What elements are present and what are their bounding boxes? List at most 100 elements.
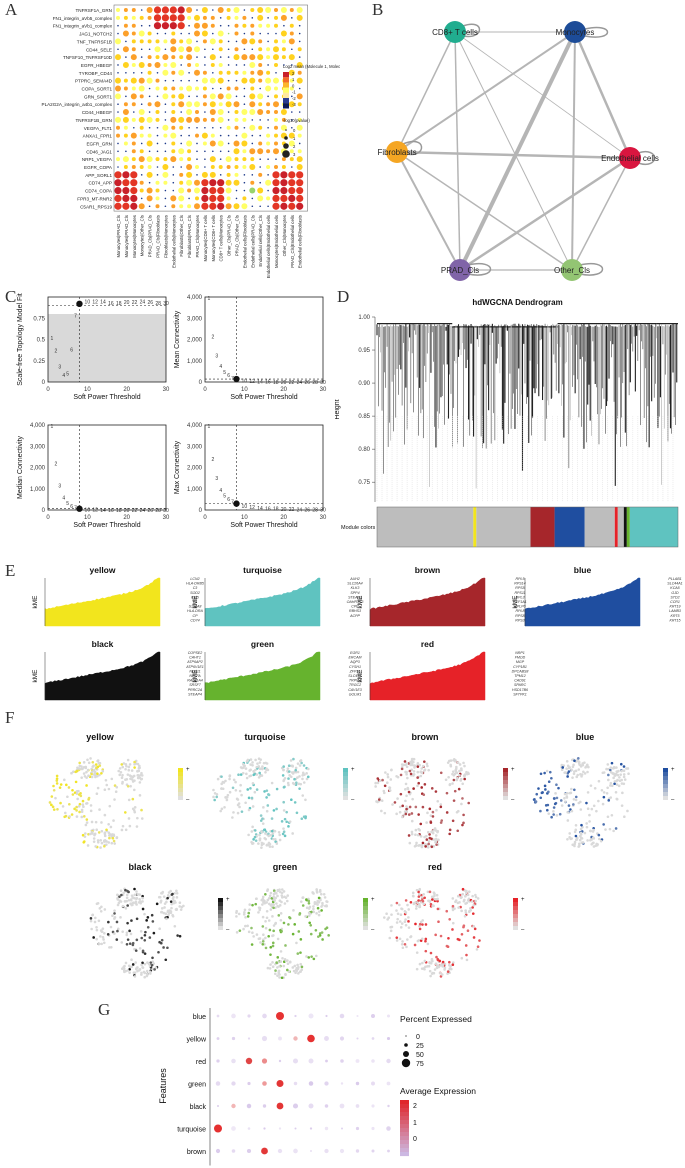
a-bubble <box>162 69 169 76</box>
a-bubble <box>259 32 262 35</box>
f-cell <box>282 785 286 789</box>
a-bubble <box>148 87 151 90</box>
f-cell <box>266 768 270 772</box>
f-cell <box>257 765 261 768</box>
c-point-label: 26 <box>304 380 310 386</box>
f-cell <box>474 899 477 903</box>
e-gene: KRT19 <box>669 605 680 609</box>
c-point-label: 4 <box>62 495 65 501</box>
f-colorbar <box>503 788 508 792</box>
c-ytick: 1,000 <box>30 487 46 493</box>
f-cell <box>250 796 254 800</box>
a-row-label: TNFRSF1A_GRN <box>76 8 113 13</box>
f-colorbar <box>363 906 368 910</box>
f-cell <box>433 894 436 898</box>
a-bubble <box>186 164 193 170</box>
a-bubble <box>155 204 160 209</box>
f-cell <box>384 771 387 774</box>
a-bubble <box>196 40 198 43</box>
a-bubble <box>280 7 287 13</box>
f-cell <box>52 808 56 811</box>
f-colorbar <box>363 902 368 906</box>
f-cell <box>465 953 468 957</box>
f-cell <box>555 796 559 800</box>
f-cell <box>267 919 271 922</box>
f-cell <box>261 915 265 919</box>
f-cell <box>565 767 568 770</box>
f-cell <box>465 958 469 962</box>
f-cell <box>107 920 110 924</box>
a-bubble <box>155 157 160 162</box>
f-cell <box>103 844 106 848</box>
f-cell <box>432 829 435 832</box>
f-cell <box>458 769 461 773</box>
f-cell <box>175 889 178 893</box>
g-dot <box>277 1148 283 1154</box>
f-cell <box>234 788 238 792</box>
e-gene: KCA5 <box>670 586 679 590</box>
c-point-label: 26 <box>304 507 310 513</box>
f-cell <box>276 889 280 893</box>
f-cell <box>272 892 276 896</box>
a-bubble <box>209 194 217 202</box>
d-module-segment <box>629 507 678 547</box>
a-bubble <box>249 61 256 68</box>
a-bubble <box>242 15 247 20</box>
a-bubble <box>233 54 240 61</box>
a-bubble <box>172 181 175 184</box>
f-cell <box>261 765 264 768</box>
f-cell <box>287 825 290 828</box>
a-col-label: Monocytes|Other_Cls <box>140 215 145 256</box>
f-cell <box>83 832 87 835</box>
f-colorbar <box>178 768 183 772</box>
f-cell <box>286 894 290 897</box>
a-bubble <box>140 174 143 176</box>
g-color-title: Average Expression <box>400 1086 476 1096</box>
f-cell <box>446 970 450 973</box>
f-cell <box>276 974 279 977</box>
a-bubble <box>225 93 232 100</box>
a-bubble <box>195 110 199 115</box>
c-point-label: 1 <box>208 296 211 302</box>
g-size-dot <box>401 1058 411 1068</box>
f-cell <box>125 931 129 935</box>
f-cell <box>466 893 470 897</box>
a-bubble <box>187 15 192 20</box>
f-cell <box>280 820 284 823</box>
f-plus: + <box>351 767 355 773</box>
f-cell <box>385 781 389 785</box>
f-cell <box>431 831 435 835</box>
f-cell <box>454 768 457 772</box>
f-cell <box>404 911 408 914</box>
f-cell <box>80 808 84 812</box>
f-cell <box>454 899 458 902</box>
f-cell <box>126 921 129 925</box>
a-bubble <box>274 15 278 20</box>
f-cell <box>602 795 606 799</box>
f-cell <box>126 938 130 941</box>
e-gene: AQP3 <box>349 660 360 664</box>
f-cell <box>235 915 238 918</box>
c-point-label: 14 <box>257 379 263 385</box>
a-bubble <box>125 150 127 153</box>
c-ytick: 1,000 <box>187 359 203 365</box>
f-cell <box>577 760 581 764</box>
f-colorbar <box>363 926 368 930</box>
f-plus: + <box>521 897 525 903</box>
f-cell <box>472 903 475 907</box>
f-cell <box>98 808 101 811</box>
a-bubble <box>212 32 214 35</box>
a-bubble <box>147 102 152 107</box>
c-point-label: 2 <box>211 457 214 463</box>
g-dot <box>231 1058 236 1064</box>
a-bubble <box>195 165 199 169</box>
a-col-label: Endothelial cells|Fibroblasts <box>242 215 247 268</box>
f-cell <box>474 895 478 899</box>
e-gene: GOLM1 <box>349 692 362 696</box>
f-cell <box>128 967 131 971</box>
f-cell <box>254 897 258 901</box>
f-cell <box>425 821 428 824</box>
f-cell <box>55 774 59 778</box>
c-point-label: 28 <box>155 508 161 514</box>
f-cell <box>282 827 285 830</box>
